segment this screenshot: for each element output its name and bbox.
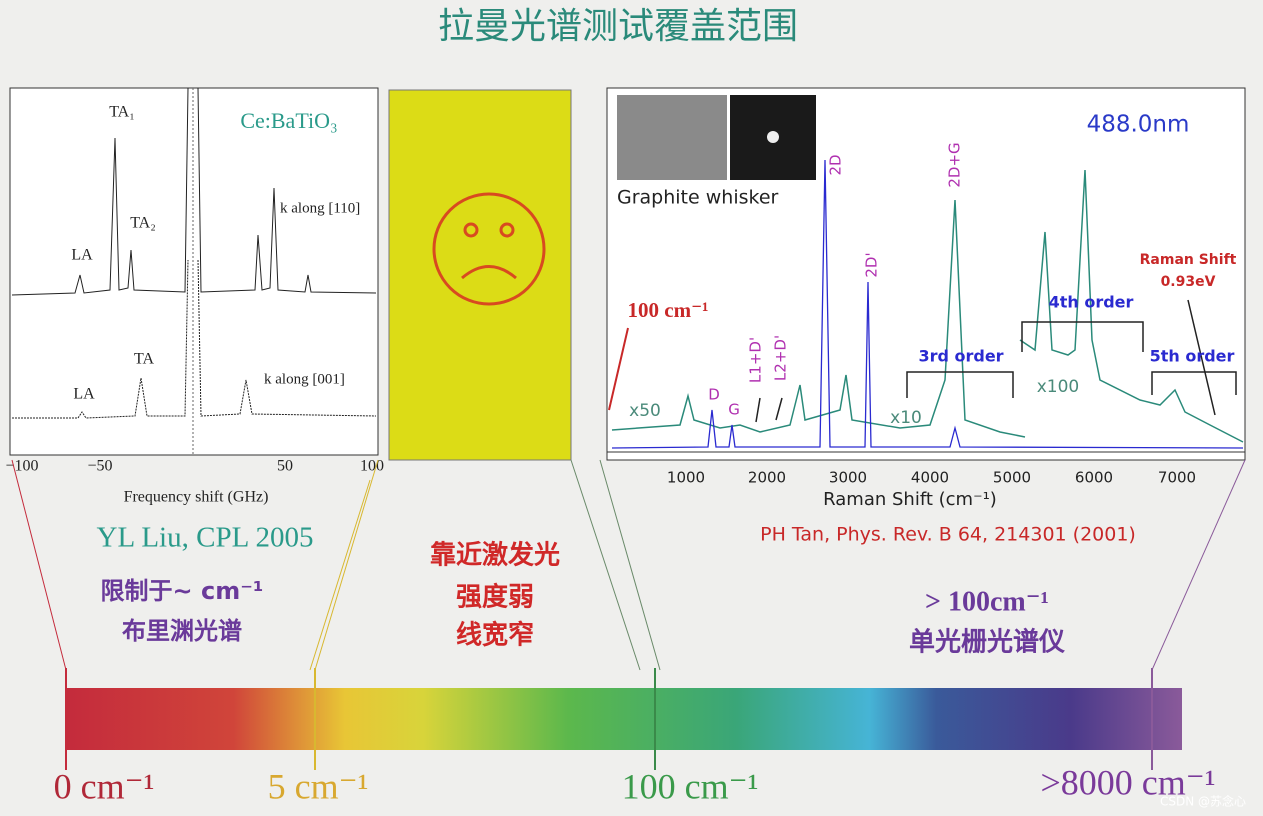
x-tick-label: 50 bbox=[277, 458, 293, 475]
x-tick-label: −100 bbox=[5, 458, 38, 475]
shift-note: Raman Shift bbox=[1140, 252, 1237, 268]
peak-label: G bbox=[728, 401, 740, 419]
peak-label: 2D bbox=[827, 154, 845, 175]
order-label: 3rd order bbox=[918, 347, 1003, 366]
x-tick-label: 3000 bbox=[829, 469, 867, 487]
x-tick-label: −50 bbox=[87, 458, 112, 475]
spectrum-x1 bbox=[611, 159, 1244, 449]
sad-face bbox=[432, 192, 546, 306]
spectrum-x10 bbox=[611, 199, 1026, 438]
watermark: CSDN @苏念心 bbox=[1160, 794, 1246, 809]
peak-label: LA bbox=[73, 386, 95, 403]
raman-panel: Graphite whisker 488.0nm D G L1+D' L2+D'… bbox=[606, 87, 1246, 546]
x-tick-label: 4000 bbox=[911, 469, 949, 487]
scale-label: x100 bbox=[1037, 377, 1080, 397]
note: 线宽窄 bbox=[456, 620, 534, 651]
peak-label: 2D' bbox=[863, 252, 881, 277]
trace-label: k along [001] bbox=[264, 371, 345, 387]
x-tick-label: 5000 bbox=[993, 469, 1031, 487]
peak-label: TA bbox=[134, 351, 154, 368]
scale-label: x50 bbox=[629, 401, 661, 421]
inset-caption: Graphite whisker bbox=[617, 187, 779, 209]
x-axis-label: Frequency shift (GHz) bbox=[124, 489, 269, 506]
bar-ticks bbox=[65, 668, 1153, 770]
scale-label: >8000 cm⁻¹ bbox=[1040, 762, 1215, 802]
peak-label: L1+D' bbox=[747, 337, 765, 383]
note: 靠近激发光 bbox=[430, 540, 560, 571]
order-label: 5th order bbox=[1150, 347, 1235, 366]
scale-label: x10 bbox=[890, 408, 922, 428]
cutoff-arrow bbox=[608, 327, 629, 411]
cutoff-label: 100 cm⁻¹ bbox=[628, 298, 709, 322]
note: 单光栅光谱仪 bbox=[909, 627, 1066, 658]
peak-label: TA₁ bbox=[109, 104, 135, 121]
citation: PH Tan, Phys. Rev. B 64, 214301 (2001) bbox=[760, 524, 1136, 546]
material-label: Ce:BaTiO₃ bbox=[240, 108, 337, 133]
spectrum-bar bbox=[66, 688, 1182, 750]
scale-label: 0 cm⁻¹ bbox=[54, 766, 155, 806]
connectors bbox=[11, 459, 1246, 671]
peak-label: L2+D' bbox=[772, 335, 790, 381]
x-tick-label: 100 bbox=[360, 458, 384, 475]
scale-label: 100 cm⁻¹ bbox=[622, 766, 759, 806]
trace-label: k along [110] bbox=[280, 200, 360, 216]
panel-frame bbox=[9, 87, 379, 456]
x-axis-label: Raman Shift (cm⁻¹) bbox=[823, 489, 997, 510]
x-tick-label: 6000 bbox=[1075, 469, 1113, 487]
order-label: 4th order bbox=[1049, 293, 1134, 312]
spectrum-x100 bbox=[1019, 169, 1244, 443]
x-tick-label: 1000 bbox=[667, 469, 705, 487]
x-tick-label: 2000 bbox=[748, 469, 786, 487]
peak-label: 2D+G bbox=[946, 142, 964, 187]
scale-label: 5 cm⁻¹ bbox=[268, 766, 369, 806]
peak-label: D bbox=[708, 386, 720, 404]
yellow-box bbox=[388, 89, 572, 461]
trace-bottom bbox=[12, 259, 377, 419]
order-brackets bbox=[755, 299, 1237, 423]
note: 强度弱 bbox=[456, 582, 534, 613]
inset-spot bbox=[767, 131, 779, 143]
brillouin-panel: TA₁ TA₂ LA TA LA Ce:BaTiO₃ k along [110]… bbox=[5, 87, 384, 554]
x-tick-label: 7000 bbox=[1158, 469, 1196, 487]
note: > 100cm⁻¹ bbox=[925, 586, 1049, 617]
note: 布里渊光谱 bbox=[122, 617, 242, 645]
citation: YL Liu, CPL 2005 bbox=[97, 522, 314, 554]
title: 拉曼光谱测试覆盖范围 bbox=[438, 6, 798, 47]
trace-top bbox=[11, 87, 377, 296]
note: 限制于~ cm⁻¹ bbox=[101, 577, 264, 605]
wavelength: 488.0nm bbox=[1087, 112, 1190, 138]
peak-label: LA bbox=[71, 247, 93, 264]
inset-image bbox=[617, 95, 727, 180]
peak-label: TA₂ bbox=[130, 215, 156, 232]
shift-note: 0.93eV bbox=[1161, 274, 1216, 290]
